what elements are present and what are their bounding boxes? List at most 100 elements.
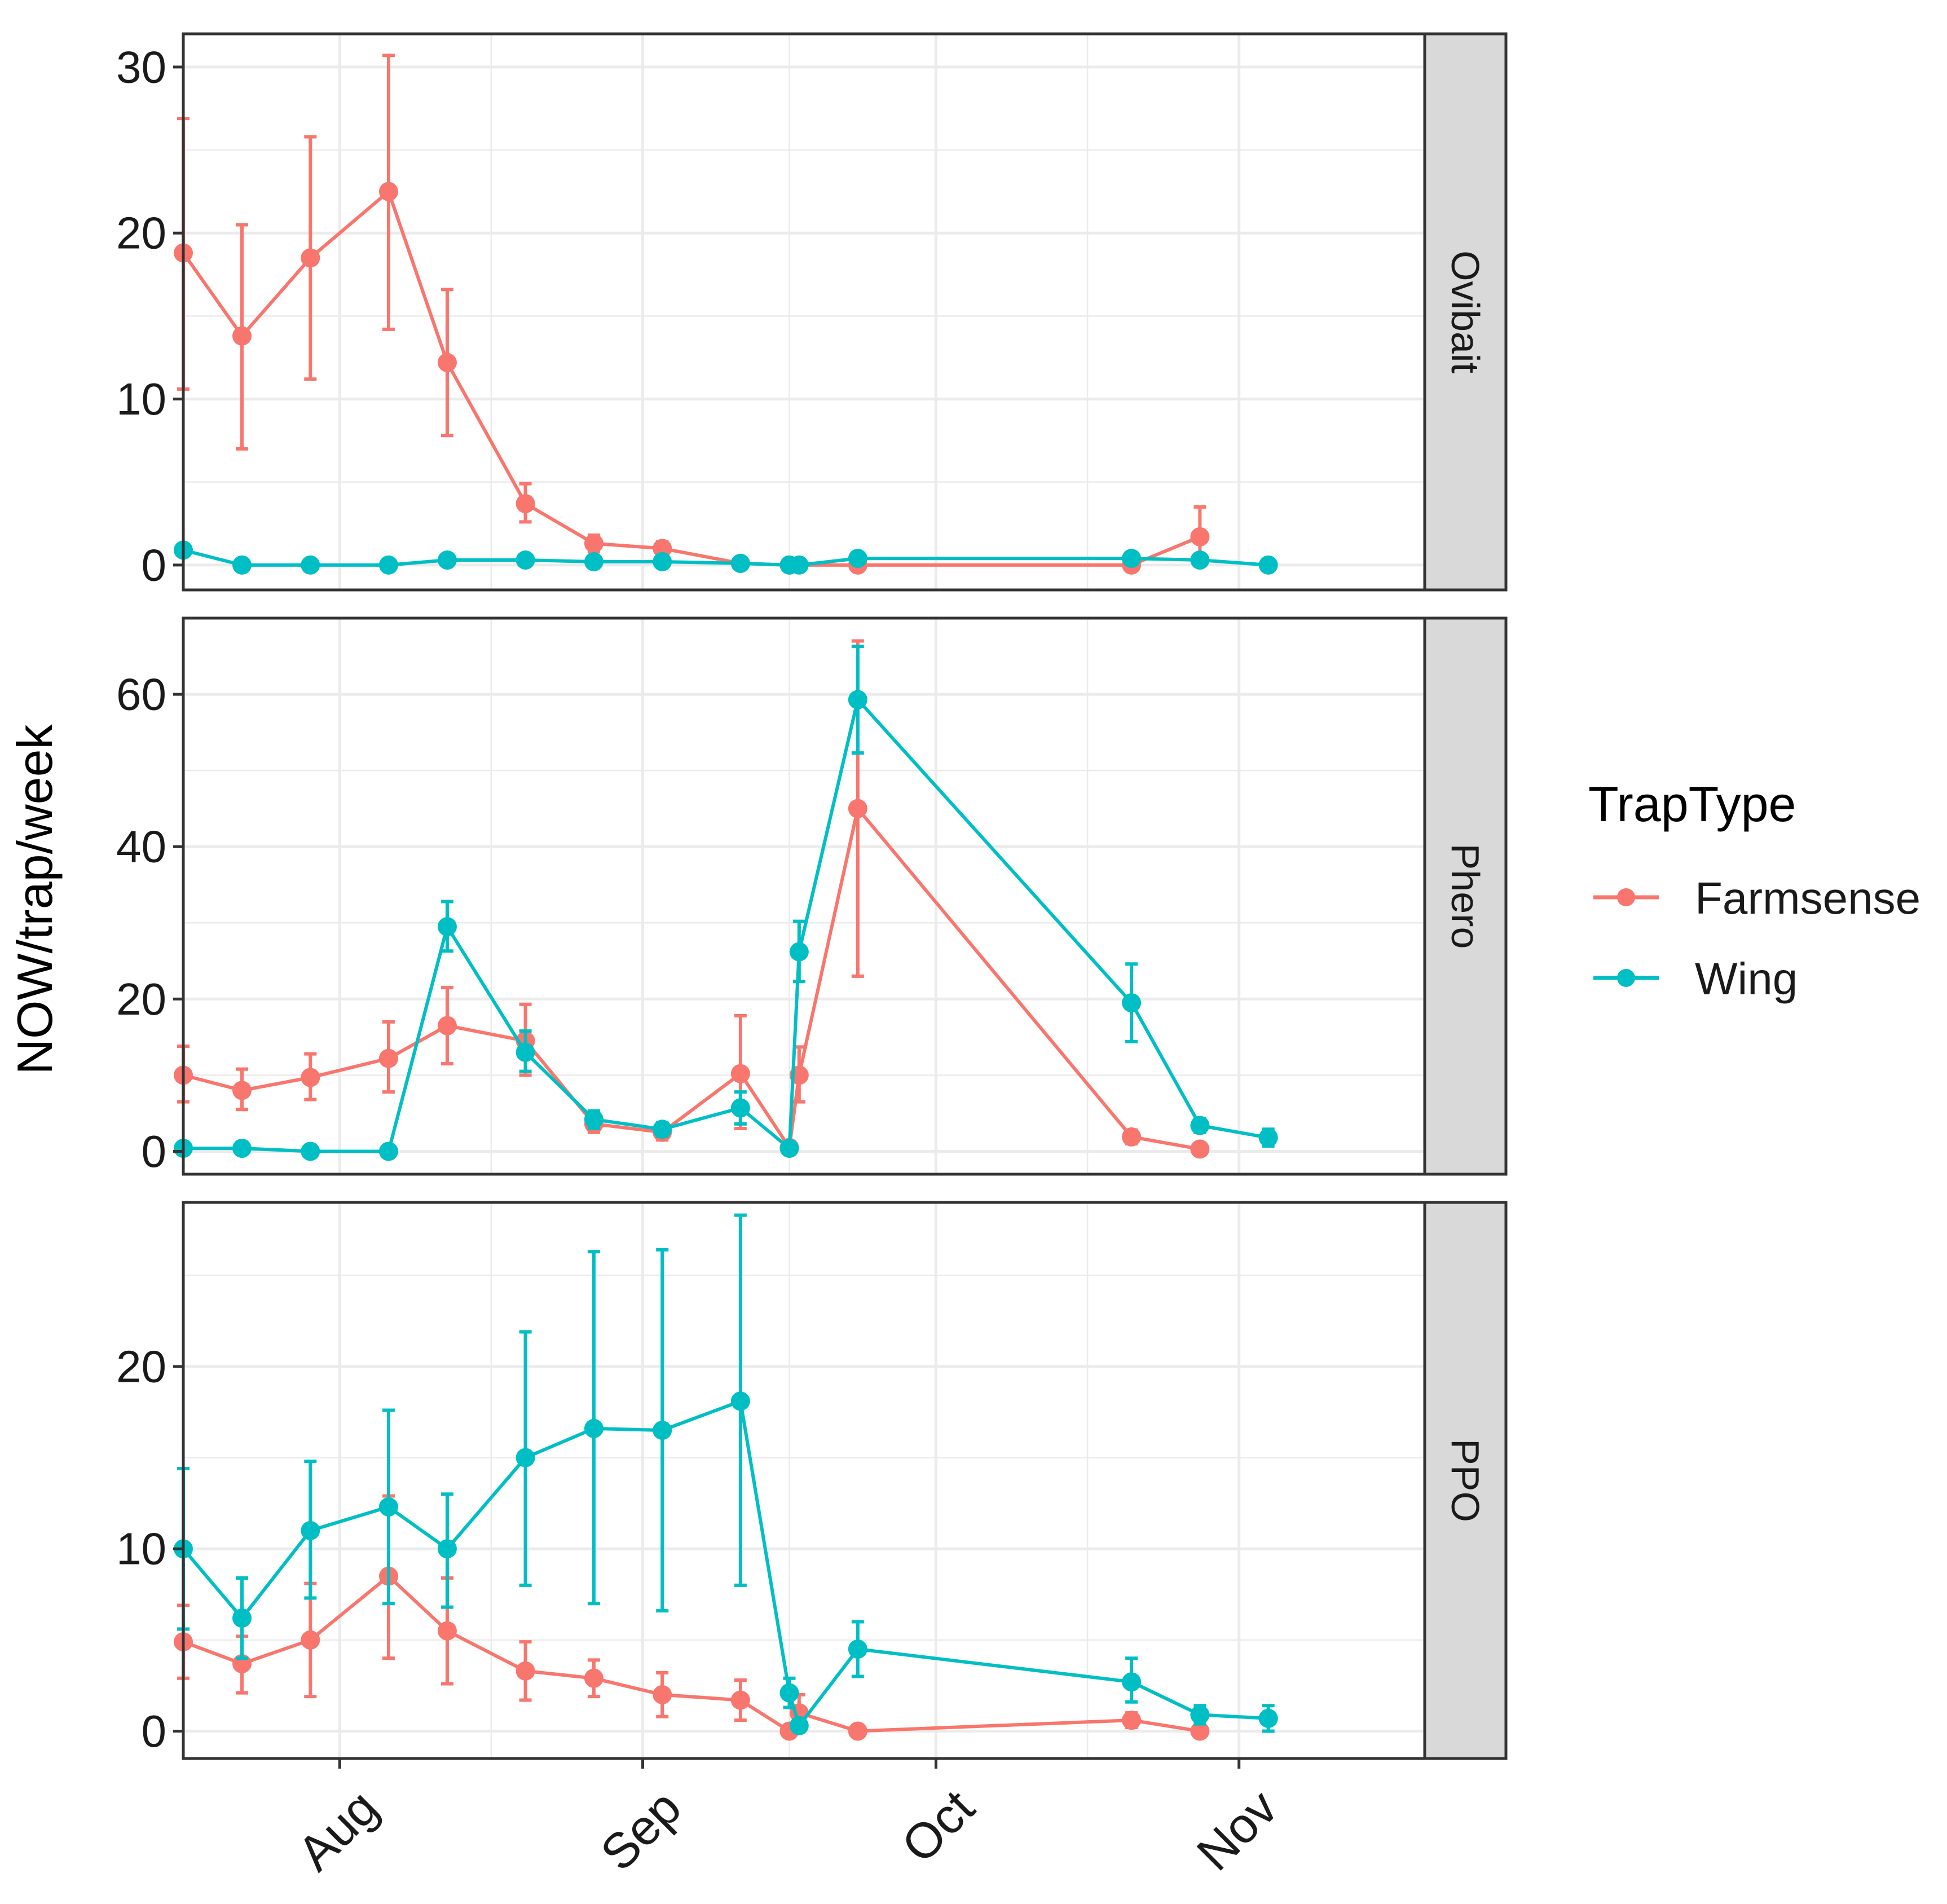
data-point: [848, 549, 867, 568]
data-point: [789, 555, 809, 575]
data-point: [232, 1139, 252, 1158]
data-point: [653, 1120, 672, 1139]
facet-strip: [1423, 1201, 1508, 1760]
y-tick-label: 30: [116, 42, 166, 92]
data-point: [516, 550, 535, 570]
x-tick-label: Nov: [1186, 1779, 1288, 1881]
data-point: [437, 352, 457, 372]
facet-strip-label: Ovibait: [1443, 250, 1487, 373]
data-point: [848, 799, 867, 818]
data-point: [730, 553, 750, 573]
series-wing: [174, 540, 1278, 575]
data-point: [584, 1109, 604, 1129]
data-point: [848, 1639, 867, 1659]
data-point: [301, 1520, 320, 1540]
legend: TrapType Farmsense Wing: [1588, 776, 1920, 1004]
data-point: [301, 1141, 320, 1161]
data-point: [789, 942, 809, 962]
data-point: [584, 1418, 604, 1438]
data-point: [301, 248, 320, 268]
data-point: [1190, 1139, 1210, 1159]
data-point: [301, 555, 320, 575]
data-point: [1122, 1672, 1142, 1692]
data-point: [437, 550, 457, 570]
panel-phero: Phero 0 20 40 60: [116, 616, 1508, 1176]
data-point: [378, 182, 398, 201]
legend-key-wing-marker: [1617, 969, 1635, 987]
panel-ovibait: Ovibait 0 10 20 30: [116, 32, 1508, 592]
data-point: [378, 1141, 398, 1161]
data-point: [1122, 993, 1142, 1013]
data-point: [653, 539, 672, 558]
y-tick-label: 20: [116, 974, 166, 1024]
data-point: [232, 555, 252, 575]
data-point: [437, 917, 457, 937]
data-point: [437, 1016, 457, 1035]
x-tick-label: Aug: [287, 1779, 389, 1881]
y-tick-label: 20: [116, 208, 166, 258]
data-point: [437, 1621, 457, 1641]
series-farmsense: [174, 1494, 1210, 1741]
data-point: [1258, 1708, 1278, 1728]
data-point: [378, 555, 398, 575]
data-point: [584, 552, 604, 571]
data-point: [730, 1391, 750, 1411]
data-point: [1122, 549, 1142, 568]
data-point: [1122, 1127, 1142, 1147]
data-point: [232, 326, 252, 346]
data-point: [779, 1683, 799, 1703]
data-point: [1190, 1116, 1210, 1135]
data-point: [516, 1042, 535, 1062]
data-point: [1190, 1705, 1210, 1725]
panels-layer: Ovibait 0 10 20 30 Phero 0 20 40 60 PPO 0 10 20: [116, 32, 1508, 1760]
data-point: [378, 1048, 398, 1068]
series-wing: [174, 644, 1278, 1161]
data-point: [1190, 550, 1210, 570]
y-tick-label: 0: [142, 1126, 167, 1176]
series-wing: [174, 1213, 1278, 1735]
data-point: [516, 1661, 535, 1681]
y-tick-label: 20: [116, 1341, 166, 1391]
data-point: [1190, 527, 1210, 546]
facet-strip: [1423, 616, 1508, 1176]
data-point: [653, 552, 672, 571]
data-point: [653, 1421, 672, 1440]
y-tick-label: 10: [116, 1524, 166, 1574]
data-point: [848, 690, 867, 709]
data-point: [516, 1448, 535, 1467]
data-point: [653, 1685, 672, 1704]
y-tick-label: 60: [116, 669, 166, 720]
series-line: [182, 1574, 1200, 1733]
panel-ppo: PPO 0 10 20: [116, 1201, 1508, 1760]
x-tick-label: Oct: [891, 1779, 985, 1874]
y-tick-label: 10: [116, 374, 166, 424]
data-point: [584, 534, 604, 553]
data-point: [789, 1716, 809, 1735]
facet-strip: [1423, 32, 1508, 592]
legend-key-farmsense-marker: [1617, 888, 1635, 906]
y-tick-label: 0: [142, 1706, 167, 1756]
legend-label-farmsense: Farmsense: [1695, 873, 1920, 923]
y-tick-label: 40: [116, 822, 166, 872]
data-point: [848, 1721, 867, 1741]
data-point: [516, 493, 535, 513]
data-point: [232, 1081, 252, 1100]
facet-strip-label: PPO: [1443, 1439, 1487, 1522]
data-point: [232, 1608, 252, 1628]
legend-label-wing: Wing: [1695, 954, 1798, 1004]
series-line: [183, 806, 1200, 1151]
x-axis: Aug Sep Oct Nov: [287, 1758, 1288, 1881]
data-point: [437, 1539, 457, 1559]
data-point: [730, 1064, 750, 1083]
data-point: [779, 1139, 799, 1158]
data-point: [1258, 555, 1278, 575]
data-point: [301, 1068, 320, 1087]
y-tick-label: 0: [142, 540, 167, 590]
facet-strip-label: Phero: [1443, 844, 1487, 949]
y-axis-title: NOW/trap/week: [7, 724, 63, 1074]
legend-title: TrapType: [1588, 776, 1796, 832]
data-point: [1190, 1721, 1210, 1741]
data-point: [378, 1497, 398, 1517]
data-point: [730, 1690, 750, 1710]
